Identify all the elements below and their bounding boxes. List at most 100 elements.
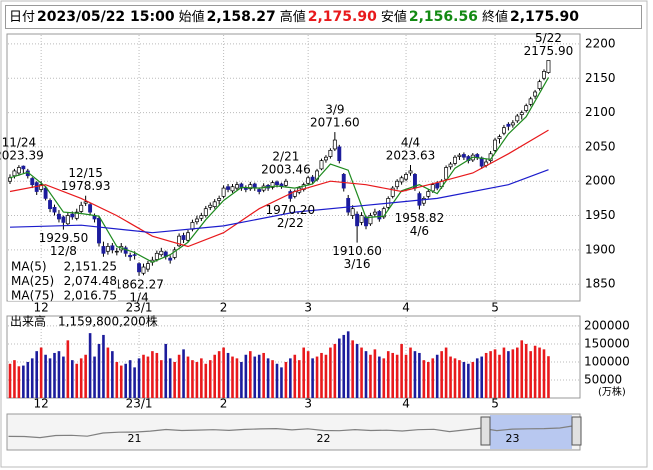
candle-body	[542, 71, 546, 79]
candle-body	[364, 216, 368, 227]
x-tick-label: 2	[220, 301, 228, 315]
volume-bar	[520, 340, 524, 398]
volume-bar	[97, 343, 101, 398]
candle-body	[141, 266, 146, 274]
volume-bar	[57, 351, 61, 398]
candle-body	[270, 182, 275, 188]
candle-body	[381, 208, 386, 218]
candle-body	[461, 154, 466, 158]
candle-body	[212, 201, 217, 207]
candle-body	[350, 208, 355, 216]
candle-body	[159, 250, 164, 256]
annotation-date: 5/22	[535, 31, 562, 45]
volume-bar	[191, 360, 194, 398]
ma-line	[9, 169, 549, 234]
field-value: 2,175.90	[509, 9, 580, 25]
x-tick-label: 3	[304, 301, 312, 315]
annotation-price: 1929.50	[39, 231, 89, 245]
volume-bar	[235, 358, 239, 398]
candle-body	[324, 156, 328, 161]
volume-bar	[217, 351, 221, 398]
candle-body	[390, 187, 395, 197]
candle-body	[306, 177, 311, 184]
candle-body	[110, 245, 115, 251]
candle-body	[8, 177, 12, 182]
volume-bar	[418, 352, 421, 398]
field-label: 始値	[178, 10, 205, 25]
annotation-date: 2/21	[272, 149, 299, 163]
candle-body	[203, 208, 208, 216]
candle-body	[372, 211, 377, 215]
candle-body	[430, 184, 435, 192]
volume-unit: (万株)	[598, 385, 626, 398]
candle-body	[21, 165, 26, 170]
field-value: 2023/05/22 15:00	[37, 9, 175, 25]
volume-bar	[302, 347, 305, 398]
volume-bar	[231, 356, 234, 398]
volume-bar	[355, 343, 359, 398]
field-label: 日付	[9, 10, 36, 25]
candle-body	[114, 250, 119, 253]
volume-bar	[547, 356, 550, 398]
volume-bar	[346, 331, 350, 398]
volume-bar	[35, 351, 38, 398]
candle-body	[444, 167, 449, 180]
candle-body	[506, 123, 511, 127]
volume-bar	[493, 349, 497, 398]
volume-bar	[351, 340, 354, 398]
volume-bar	[329, 347, 332, 398]
volume-bar	[293, 354, 297, 398]
volume-bar	[8, 363, 12, 398]
candle-body	[61, 216, 66, 223]
volume-bar	[498, 354, 501, 398]
candle-body	[528, 98, 533, 105]
navigator-handle-right[interactable]	[571, 416, 582, 446]
candle-body	[128, 255, 133, 258]
candle-body	[421, 198, 426, 204]
candle-body	[199, 215, 204, 219]
candle-body	[146, 263, 150, 270]
volume-bar	[39, 347, 43, 398]
y-tick-label: 1850	[585, 277, 616, 291]
navigator-label: 23	[506, 432, 520, 445]
field-label: 高値	[279, 10, 306, 25]
legend-name: MA(75)	[11, 289, 54, 303]
candle-body	[226, 186, 230, 190]
navigator-selection[interactable]	[490, 415, 572, 449]
field-label: 安値	[380, 10, 407, 25]
candle-body	[43, 187, 48, 199]
volume-bar	[320, 352, 323, 398]
candle-body	[515, 115, 520, 122]
annotation-date: 3/9	[325, 103, 344, 117]
ma-line	[9, 77, 550, 263]
candle-body	[221, 187, 226, 197]
field-label: 終値	[481, 10, 508, 25]
volume-bar	[249, 351, 252, 398]
volume-bar	[128, 360, 132, 398]
candle-body	[230, 186, 235, 192]
annotation-price: 2023.63	[386, 149, 436, 163]
candle-body	[257, 189, 262, 192]
candle-body	[341, 174, 346, 189]
candle-body	[310, 176, 315, 182]
volume-bar	[204, 363, 208, 398]
candle-body	[88, 204, 93, 213]
volume-bar	[360, 347, 363, 398]
candle-body	[524, 105, 529, 111]
candle-body	[377, 211, 382, 220]
volume-bar	[66, 340, 70, 398]
candle-body	[328, 149, 333, 157]
y-tick-label: 2150	[585, 71, 616, 85]
candle-body	[283, 180, 288, 186]
volume-bar	[458, 360, 461, 398]
candle-body	[399, 177, 404, 183]
volume-bar	[382, 358, 386, 398]
volume-bar	[119, 365, 123, 398]
candle-body	[56, 213, 61, 220]
volume-bar	[53, 352, 56, 398]
volume-bar	[164, 343, 168, 398]
volume-bar	[88, 333, 92, 398]
volume-bar	[62, 356, 65, 398]
navigator-handle-left[interactable]	[480, 416, 491, 446]
candle-body	[97, 217, 101, 244]
